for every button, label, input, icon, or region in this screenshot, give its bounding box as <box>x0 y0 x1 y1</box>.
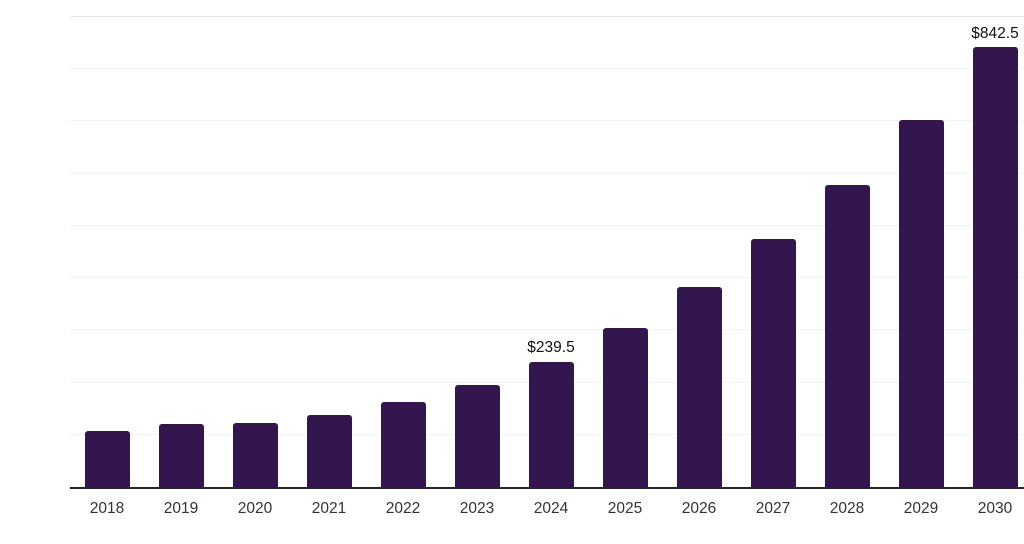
x-tick-2026: 2026 <box>681 500 717 517</box>
x-tick-2021: 2021 <box>311 500 347 517</box>
x-tick-2019: 2019 <box>163 500 199 517</box>
x-tick-2022: 2022 <box>385 500 421 517</box>
gridline-400 <box>70 277 1024 279</box>
bar-2018 <box>84 431 130 487</box>
bar-2029 <box>898 120 944 487</box>
bar-2023 <box>454 385 500 487</box>
bar-2026 <box>676 287 722 487</box>
bar-2019 <box>158 423 204 487</box>
x-tick-2028: 2028 <box>829 500 865 517</box>
x-tick-2024: 2024 <box>533 500 569 517</box>
bar-2030 <box>972 47 1018 487</box>
x-axis-labels: 2018 2019 2020 2021 2022 2023 2024 2025 2026 2027… <box>70 498 1024 520</box>
gridline-700 <box>70 120 1024 122</box>
x-tick-2030: 2030 <box>977 500 1013 517</box>
bar-2028 <box>824 184 870 487</box>
x-tick-2029: 2029 <box>903 500 939 517</box>
bar-2020 <box>232 422 278 487</box>
x-tick-2020: 2020 <box>237 500 273 517</box>
bar-chart: $239.5 $842.5 2018 2019 2020 2021 2022 2023 202… <box>40 16 1024 528</box>
data-label-2030: $842.5 <box>971 24 1019 42</box>
bar-2024 <box>528 361 574 487</box>
gridline-800 <box>70 68 1024 70</box>
gridline-900 <box>70 16 1024 17</box>
x-tick-2023: 2023 <box>459 500 495 517</box>
gridline-300 <box>70 329 1024 331</box>
bar-2025 <box>602 327 648 487</box>
bar-2022 <box>380 402 426 487</box>
bar-2027 <box>750 239 796 487</box>
data-label-2024: $239.5 <box>527 339 575 357</box>
gridline-600 <box>70 172 1024 174</box>
x-tick-2018: 2018 <box>89 500 125 517</box>
bar-2021 <box>306 415 352 487</box>
plot-area: $239.5 $842.5 <box>70 16 1024 489</box>
gridline-500 <box>70 224 1024 226</box>
x-tick-2025: 2025 <box>607 500 643 517</box>
x-tick-2027: 2027 <box>755 500 791 517</box>
